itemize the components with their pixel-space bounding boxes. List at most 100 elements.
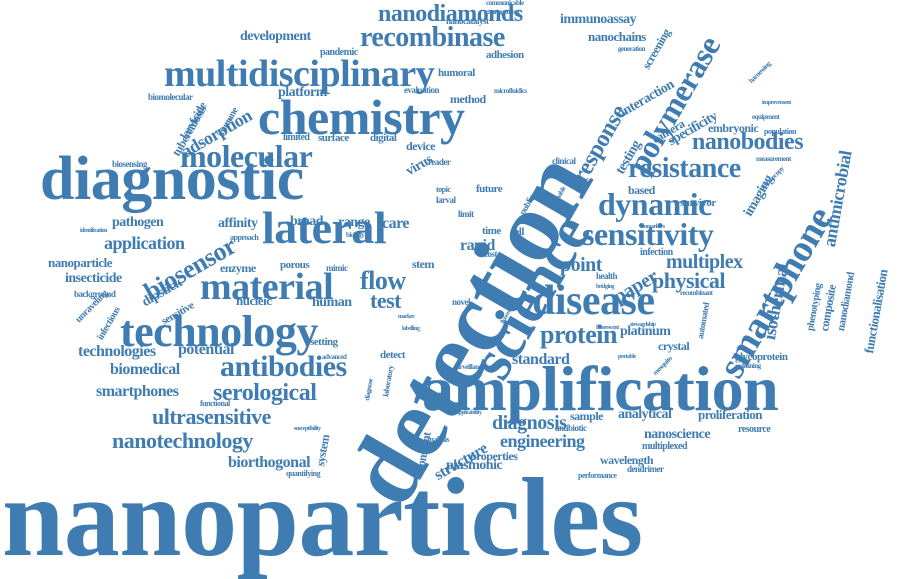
word-advanced: advanced	[322, 353, 347, 361]
word-point: point	[560, 254, 602, 276]
word-insecticide: insecticide	[65, 271, 122, 286]
word-antimicrobial: antimicrobial	[819, 149, 856, 249]
word-molecular: molecular	[180, 138, 313, 174]
word-technologies: technologies	[78, 343, 156, 360]
word-functionalisation: functionalisation	[861, 268, 891, 355]
word-dynamic: dynamic	[598, 186, 712, 222]
word-smartphones: smartphones	[96, 383, 179, 400]
word-stewardship: stewardship	[630, 322, 656, 328]
word-flow: flow	[360, 266, 406, 295]
word-clinical: clinical	[552, 156, 576, 166]
word-measurement: measurement	[756, 155, 791, 163]
word-care: care	[382, 215, 410, 232]
word-development: development	[240, 29, 311, 44]
word-nanoscience: nanoscience	[644, 427, 711, 442]
word-automated: automated	[695, 301, 712, 340]
word-biosensing: biosensing	[112, 159, 148, 169]
word-redefining: redefining	[735, 362, 761, 370]
word-cell: cell	[510, 226, 524, 238]
word-test: test	[370, 288, 401, 313]
word-sensitivity: sensitivity	[582, 216, 714, 252]
word-porous: porous	[280, 259, 310, 271]
word-physical: physical	[652, 268, 726, 293]
word-crystal: crystal	[658, 339, 690, 353]
word-nanocatalyst: nanocatalyst	[446, 16, 489, 26]
word-resource: resource	[738, 424, 771, 435]
word-multidisciplinary: multidisciplinary	[164, 53, 435, 95]
word-generation: generation	[618, 45, 645, 53]
word-diagnostic: diagnostic	[40, 145, 304, 213]
word-stem: stem	[412, 257, 435, 271]
word-capacity: capacity	[518, 326, 536, 332]
word-chemistry: chemistry	[258, 89, 465, 145]
word-limit: limit	[458, 209, 474, 219]
word-susceptibility: susceptibility	[294, 426, 321, 432]
word-immunoassay: immunoassay	[560, 12, 637, 27]
word-material: material	[200, 266, 334, 308]
word-platinum: platinum	[620, 324, 671, 339]
word-nanodiamond: nanodiamond	[835, 271, 858, 332]
word-recombinase: recombinase	[360, 22, 505, 53]
word-affinity: affinity	[218, 216, 258, 231]
word-analysis: analysis	[426, 435, 450, 444]
word-plasmonic: plasmonic	[446, 458, 503, 473]
word-engineering: engineering	[500, 431, 585, 451]
word-rapid: rapid	[460, 237, 495, 254]
word-topic: topic	[436, 185, 451, 194]
word-pathogen: pathogen	[112, 215, 164, 230]
word-marker: marker	[398, 314, 415, 320]
word-platform: platform	[278, 85, 327, 100]
word-range: range	[338, 215, 370, 230]
word-microfluidics: microfluidics	[494, 87, 527, 95]
word-ultrasensitive: ultrasensitive	[152, 404, 271, 429]
word-application: application	[104, 233, 185, 253]
word-recombinant: recombinant	[680, 289, 713, 297]
word-detect: detect	[380, 349, 406, 361]
word-properties: properties	[470, 449, 518, 463]
word-protein: protein	[540, 320, 617, 349]
word-based: based	[628, 183, 655, 197]
word-equipment: equipment	[752, 113, 780, 121]
word-performance: performance	[578, 471, 617, 480]
word-labelling: labelling	[402, 326, 420, 332]
word-potential: potential	[178, 341, 234, 358]
word-quantifying: quantifying	[286, 469, 321, 478]
word-broad: broad	[290, 214, 324, 229]
word-applicability: applicability	[456, 410, 482, 416]
word-infectious: infectious	[95, 305, 123, 342]
word-device: device	[406, 139, 436, 153]
word-dendrimer: dendrimer	[627, 464, 664, 474]
word-glycoprotein: glycoprotein	[735, 351, 788, 363]
word-mimic: mimic	[326, 263, 348, 273]
word-setting: setting	[310, 336, 338, 348]
word-approach: approach	[230, 233, 259, 242]
word-nanoparticle: nanoparticle	[48, 255, 113, 270]
word-bridging: bridging	[596, 284, 615, 290]
word-enzyme: enzyme	[220, 261, 256, 275]
word-cost: cost	[484, 249, 498, 259]
word-biorthogonal: biorthogonal	[228, 454, 311, 471]
word-nanoparticles: nanoparticles	[2, 456, 643, 579]
word-biomolecular: biomolecular	[148, 92, 193, 102]
word-humoral: humoral	[438, 67, 475, 79]
word-human: human	[312, 295, 352, 310]
word-communicable: communicable	[486, 0, 524, 7]
word-resistance: resistance	[628, 153, 741, 184]
word-larval: larval	[436, 195, 456, 205]
word-health: health	[596, 271, 618, 281]
word-method: method	[450, 92, 486, 106]
word-pandemic: pandemic	[320, 47, 358, 58]
word-management: management	[486, 8, 520, 16]
word-time: time	[482, 225, 501, 237]
word-digital: digital	[370, 132, 397, 144]
word-biomarkers: biomarkers	[640, 224, 665, 230]
word-population: population	[764, 127, 796, 136]
word-identification: identification	[80, 228, 108, 234]
word-analytical: analytical	[618, 407, 672, 422]
word-embryonic: embryonic	[708, 121, 759, 135]
word-surface: surface	[318, 132, 349, 144]
word-sample: sample	[570, 409, 604, 423]
word-antibodies: antibodies	[220, 350, 347, 383]
word-proliferation: proliferation	[698, 407, 763, 422]
